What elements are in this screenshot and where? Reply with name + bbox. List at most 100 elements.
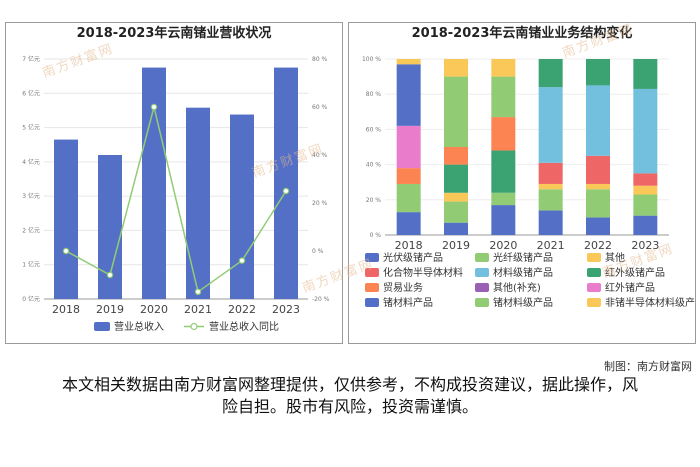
stack-segment xyxy=(396,183,421,213)
legend-label: 光伏级锗产品 xyxy=(383,251,443,264)
revenue-bar xyxy=(274,67,298,299)
stack-segment xyxy=(633,88,658,174)
stack-segment xyxy=(586,59,610,86)
x-tick-label: 2018 xyxy=(395,239,423,252)
y-left-tick-label: 4 亿元 xyxy=(22,158,40,166)
stack-segment xyxy=(491,76,516,118)
stack-segment xyxy=(396,59,421,65)
stack-segment xyxy=(396,168,421,184)
x-tick-label: 2021 xyxy=(184,303,212,316)
stack-segment xyxy=(396,64,421,126)
x-tick-label: 2019 xyxy=(96,303,124,316)
stack-segment xyxy=(396,212,421,235)
stack-segment xyxy=(491,192,516,206)
y-right-tick-label: 40 % xyxy=(312,152,328,159)
stack-segment xyxy=(586,189,610,218)
x-tick-label: 2020 xyxy=(489,239,517,252)
stack-segment xyxy=(538,210,563,235)
stack-segment xyxy=(538,87,563,163)
legend-marker-yoy xyxy=(190,322,198,331)
y-left-tick-label: 1 亿元 xyxy=(22,261,40,269)
x-tick-label: 2019 xyxy=(442,239,470,252)
y-left-tick-label: 3 亿元 xyxy=(22,192,40,200)
stack-segment xyxy=(444,59,468,77)
legend-label: 其他(补充) xyxy=(493,281,541,294)
legend-swatch xyxy=(475,268,489,277)
stack-segment xyxy=(491,59,516,77)
y-tick-label: 80 % xyxy=(366,91,382,98)
x-tick-label: 2021 xyxy=(537,239,565,252)
yoy-point xyxy=(62,247,70,255)
legend-swatch-revenue xyxy=(94,322,110,331)
stack-segment xyxy=(633,194,658,216)
structure-chart-title: 2018-2023年云南锗业业务结构变化 xyxy=(411,26,633,41)
stack-segment xyxy=(396,125,421,169)
revenue-bar xyxy=(230,114,254,300)
revenue-bar xyxy=(186,107,210,299)
yoy-point xyxy=(106,271,114,279)
stack-segment xyxy=(444,192,468,202)
revenue-chart-svg: 0 亿元 1 亿元 2 亿元 3 亿元 4 亿元 5 亿元 6 亿元 7 亿元 -20 % 0 %… xyxy=(22,55,330,333)
x-tick-label: 2023 xyxy=(631,239,659,252)
stack-segment xyxy=(586,85,610,156)
stack-segment xyxy=(633,185,658,195)
legend-label-revenue: 营业总收入 xyxy=(114,320,164,333)
stack-segment xyxy=(491,150,516,193)
y-right-tick-label: 60 % xyxy=(312,104,328,111)
stack-segment xyxy=(444,147,468,165)
y-left-tick-label: 2 亿元 xyxy=(22,226,40,234)
structure-chart-svg: 0 % 20 % 40 % 60 % 80 % 100 % 2018 2019 2020 2021… xyxy=(362,56,695,309)
y-right-tick-label: 20 % xyxy=(312,200,328,207)
legend-label: 贸易业务 xyxy=(383,281,423,294)
legend-label: 红外锗产品 xyxy=(605,281,655,294)
stack-segment xyxy=(538,189,563,211)
legend-swatch xyxy=(587,298,601,307)
y-right-tick-label: -20 % xyxy=(312,296,330,303)
legend-label-yoy: 营业总收入同比 xyxy=(209,320,279,333)
stack-segment xyxy=(633,173,658,186)
stack-segment xyxy=(491,205,516,235)
y-left-tick-label: 5 亿元 xyxy=(22,124,40,132)
x-tick-label: 2023 xyxy=(272,303,300,316)
stack-segment xyxy=(538,59,563,88)
stack-segment xyxy=(586,217,610,235)
y-tick-label: 20 % xyxy=(366,197,382,204)
legend-swatch xyxy=(365,283,379,292)
legend-swatch xyxy=(365,268,379,277)
legend-label: 材料级锗产品 xyxy=(493,266,553,279)
legend-label: 其他 xyxy=(605,251,625,264)
legend-swatch xyxy=(587,283,601,292)
y-left-tick-label: 7 亿元 xyxy=(22,55,40,63)
legend-swatch xyxy=(365,253,379,262)
stack-segment xyxy=(633,59,658,89)
stack-segment xyxy=(586,183,610,190)
legend-swatch xyxy=(365,298,379,307)
stack-segment xyxy=(586,155,610,184)
y-right-tick-label: 0 % xyxy=(312,248,324,255)
legend-label: 锗材料产品 xyxy=(383,296,433,309)
legend-label: 光纤级锗产品 xyxy=(493,251,553,264)
x-tick-label: 2022 xyxy=(228,303,256,316)
stack-segment xyxy=(538,183,563,190)
revenue-chart-panel: 2018-2023年云南锗业营收状况 0 亿元 1 亿元 2 亿元 3 亿元 4 亿元 5… xyxy=(5,22,343,344)
yoy-point xyxy=(238,257,246,264)
stack-segment xyxy=(444,76,468,147)
legend-swatch xyxy=(475,283,489,292)
stack-segment xyxy=(444,164,468,193)
y-tick-label: 0 % xyxy=(370,232,382,239)
legend-swatch xyxy=(587,268,601,277)
revenue-bar xyxy=(54,139,78,299)
stack-segment xyxy=(444,201,468,223)
legend-label: 锗材料级产品 xyxy=(493,296,553,309)
chart-credit: 制图：南方财富网 xyxy=(604,360,692,373)
stack-segment xyxy=(538,162,563,184)
legend-label: 红外级锗产品 xyxy=(605,266,665,279)
structure-chart-panel: 2018-2023年云南锗业业务结构变化 0 % 20 % 40 % 60 % 80 %… xyxy=(348,22,696,344)
x-tick-label: 2020 xyxy=(140,303,168,316)
legend-label: 非锗半导体材料级产品 xyxy=(605,296,695,309)
y-right-tick-label: 80 % xyxy=(312,56,328,63)
yoy-line xyxy=(65,106,287,294)
x-tick-label: 2022 xyxy=(584,239,612,252)
legend-swatch xyxy=(475,253,489,262)
y-left-tick-label: 0 亿元 xyxy=(22,295,40,303)
